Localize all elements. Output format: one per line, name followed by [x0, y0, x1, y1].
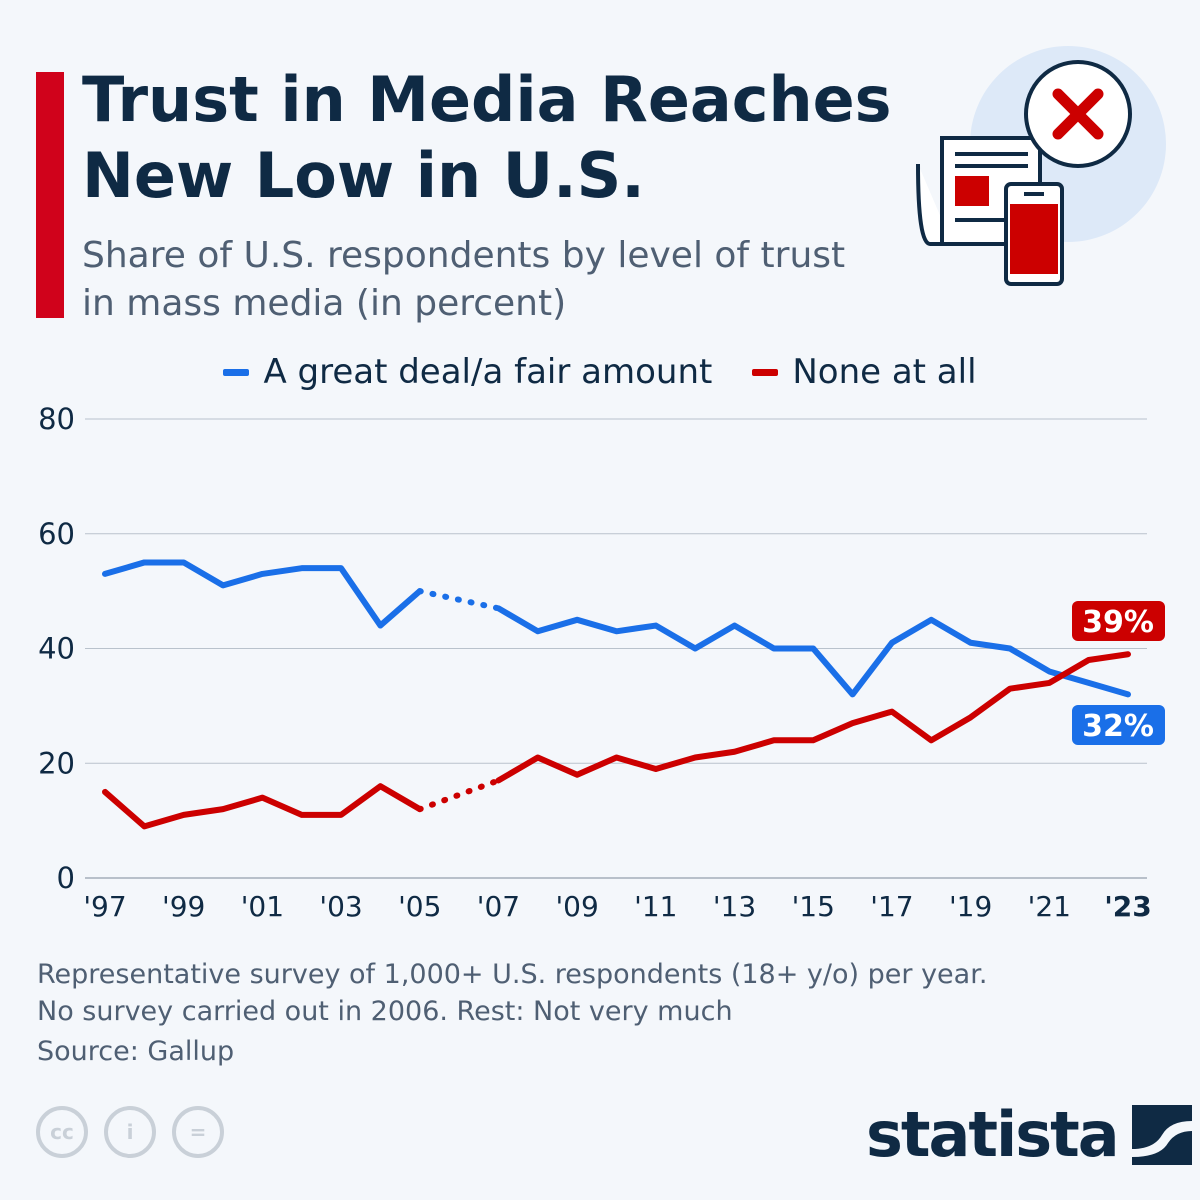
y-tick-label: 0: [57, 861, 75, 895]
x-tick-label: '15: [792, 890, 835, 923]
y-tick-label: 80: [38, 402, 75, 436]
x-tick-label: '21: [1028, 890, 1071, 923]
end-label: 32%: [1082, 709, 1154, 744]
x-tick-label: '19: [949, 890, 992, 923]
newspaper-phone-icon: [916, 46, 1166, 286]
subtitle: Share of U.S. respondents by level of tr…: [82, 235, 846, 324]
x-tick-label: '11: [634, 890, 677, 923]
end-label-box: [1072, 601, 1165, 641]
series-line-0: [495, 605, 1131, 698]
y-tick-label: 20: [38, 746, 75, 780]
no-derivatives-icon[interactable]: =: [172, 1106, 224, 1158]
legend-swatch-red: [752, 368, 779, 376]
statista-wordmark: statista: [866, 1098, 1120, 1171]
series-line-0: [102, 559, 423, 629]
accent-bar: [36, 72, 64, 318]
x-tick-label: '05: [398, 890, 441, 923]
end-label-box: [1072, 705, 1165, 745]
x-tick-label: '13: [713, 890, 756, 923]
x-tick-label: '01: [241, 890, 284, 923]
x-tick-label: '97: [83, 890, 126, 923]
source: Source: Gallup: [37, 1036, 235, 1067]
series-gap-dotted: [416, 588, 502, 612]
footer-note-line2: No survey carried out in 2006. Rest: Not…: [37, 996, 733, 1027]
footer-note: Representative survey of 1,000+ U.S. res…: [37, 956, 987, 1030]
x-tick-label: '09: [555, 890, 598, 923]
x-tick-label: '17: [870, 890, 913, 923]
series-gap-dotted: [416, 777, 502, 813]
legend: A great deal/a fair amount None at all: [0, 352, 1200, 392]
line-chart: 0 20 40 60 80 '97 '99 '01 '03 '05 '07 '09 '11 '13 '15 '…: [38, 402, 1165, 923]
legend-label: None at all: [792, 352, 977, 392]
x-tick-label: '23: [1104, 890, 1152, 923]
x-tick-label: '07: [477, 890, 520, 923]
license-icons[interactable]: cc i =: [36, 1106, 224, 1158]
series-line-1: [495, 651, 1131, 784]
legend-label: A great deal/a fair amount: [263, 352, 713, 392]
end-label: 39%: [1082, 605, 1154, 640]
legend-item-great-deal: A great deal/a fair amount: [223, 352, 712, 392]
page-title: Trust in Media Reaches New Low in U.S.: [82, 63, 892, 212]
statista-mark-icon: [1131, 1104, 1192, 1165]
legend-swatch-blue: [223, 368, 250, 376]
x-tick-label: '03: [319, 890, 362, 923]
x-tick-label: '99: [162, 890, 205, 923]
footer-note-line1: Representative survey of 1,000+ U.S. res…: [37, 959, 988, 990]
y-tick-label: 40: [38, 632, 75, 666]
statista-logo[interactable]: statista: [866, 1098, 1192, 1171]
legend-item-none: None at all: [752, 352, 977, 392]
attribution-icon[interactable]: i: [104, 1106, 156, 1158]
cc-icon[interactable]: cc: [36, 1106, 88, 1158]
y-tick-label: 60: [38, 517, 75, 551]
series-line-1: [102, 783, 423, 830]
